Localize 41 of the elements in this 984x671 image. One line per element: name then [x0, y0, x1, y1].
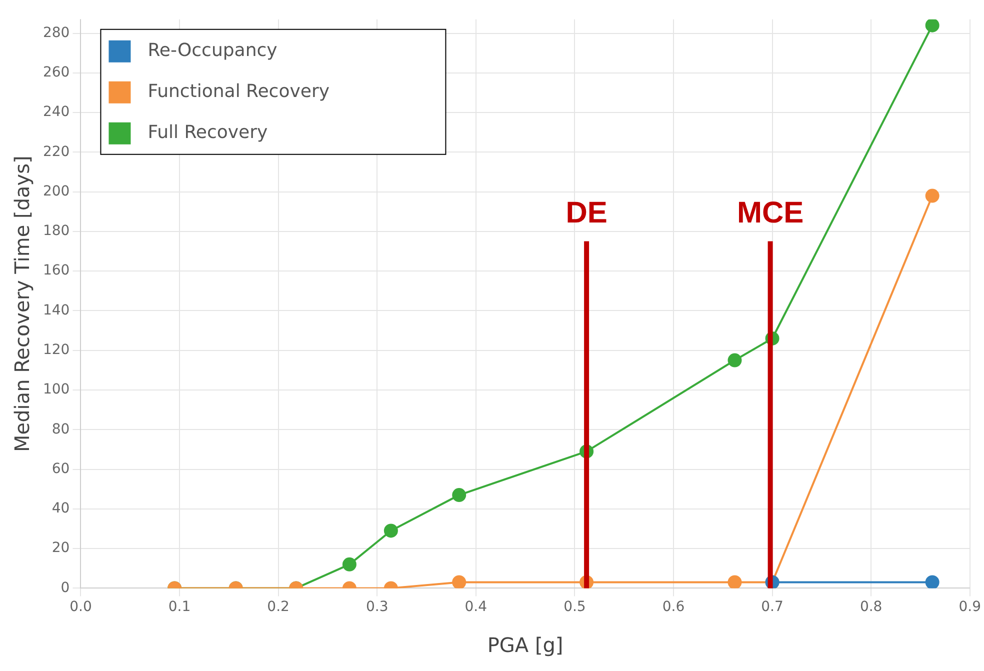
point — [384, 524, 398, 538]
legend-label: Re-Occupancy — [148, 40, 278, 62]
y-tick-label: 160 — [42, 262, 70, 279]
point — [925, 188, 940, 203]
y-tick-label: 80 — [52, 421, 70, 438]
point — [728, 353, 742, 368]
x-tick-label: 0.5 — [564, 599, 586, 616]
y-tick-label: 100 — [42, 382, 70, 398]
x-tick-label: 0.9 — [958, 599, 981, 616]
x-tick-label: 0.1 — [168, 599, 191, 616]
x-tick-label: 0.4 — [464, 599, 488, 616]
y-tick-label: 140 — [42, 302, 70, 318]
legend-label: Functional Recovery — [148, 81, 330, 102]
x-tick-label: 0.3 — [366, 599, 388, 616]
x-tick-label: 0.7 — [761, 599, 784, 616]
x-tick-label: 0.0 — [70, 599, 92, 616]
x-tick-label: 0.2 — [267, 599, 290, 616]
x-tick-label: 0.6 — [662, 599, 685, 616]
point — [342, 557, 356, 572]
y-tick-label: 120 — [42, 342, 70, 358]
y-tick-label: 40 — [52, 500, 70, 517]
y-tick-label: 260 — [42, 64, 70, 81]
point — [925, 575, 940, 588]
y-tick-label: 200 — [42, 183, 70, 200]
y-axis-title: Median Recovery Time [days] — [10, 156, 34, 452]
y-tick-label: 20 — [52, 540, 70, 556]
y-tick-label: 280 — [42, 24, 70, 41]
y-tick-label: 180 — [42, 223, 70, 240]
ref-line-label: MCE — [736, 196, 804, 230]
point — [452, 575, 466, 588]
y-tick-label: 220 — [42, 144, 70, 160]
legend-label: Full Recovery — [148, 122, 268, 144]
ref-line-label: DE — [566, 196, 608, 230]
y-tick-label: 240 — [42, 104, 70, 120]
point — [925, 19, 940, 32]
point — [728, 575, 742, 588]
y-tick-label: 0 — [60, 580, 70, 596]
x-axis-title: PGA [g] — [487, 633, 564, 658]
point — [452, 488, 466, 502]
y-tick-label: 60 — [52, 460, 70, 477]
x-tick-label: 0.8 — [860, 599, 882, 616]
